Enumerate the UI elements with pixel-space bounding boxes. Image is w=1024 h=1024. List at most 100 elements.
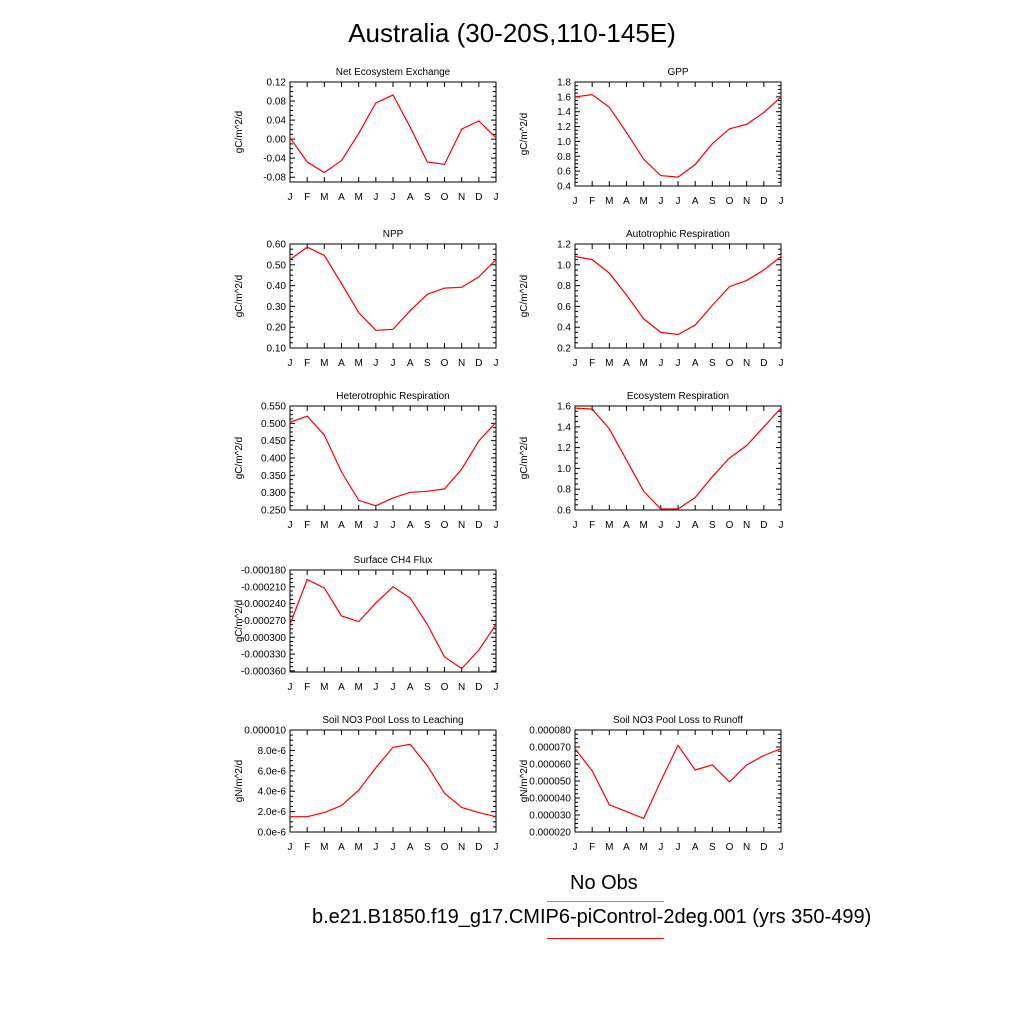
x-tick-label: J: [573, 196, 578, 207]
y-tick-label: 0.0e-6: [258, 828, 287, 839]
x-tick-label: D: [760, 196, 767, 207]
y-tick-label: 0.8: [557, 485, 571, 496]
x-tick-label: M: [354, 682, 362, 693]
panel-title: GPP: [667, 67, 688, 78]
x-tick-label: A: [623, 520, 630, 531]
x-tick-label: J: [779, 358, 784, 369]
x-tick-label: N: [458, 520, 465, 531]
x-tick-label: S: [424, 358, 431, 369]
x-tick-label: M: [320, 682, 328, 693]
x-tick-label: J: [373, 520, 378, 531]
x-tick-label: S: [424, 842, 431, 853]
x-tick-label: O: [441, 358, 449, 369]
y-tick-label: 0.2: [557, 344, 571, 355]
y-tick-label: 2.0e-6: [258, 807, 287, 818]
panel-title: Soil NO3 Pool Loss to Leaching: [322, 715, 463, 726]
y-axis-label: gC/m^2/d: [519, 113, 530, 156]
x-tick-label: M: [605, 196, 613, 207]
x-tick-label: F: [589, 196, 595, 207]
x-tick-label: S: [709, 358, 716, 369]
x-tick-label: O: [441, 520, 449, 531]
series-line: [574, 407, 782, 510]
x-tick-label: J: [573, 520, 578, 531]
x-tick-label: A: [407, 520, 414, 531]
x-tick-label: S: [424, 682, 431, 693]
y-tick-label: 0.400: [261, 454, 286, 465]
x-tick-label: O: [441, 192, 449, 203]
x-tick-label: N: [743, 842, 750, 853]
series-line: [289, 578, 497, 670]
y-tick-label: 0.300: [261, 488, 286, 499]
y-tick-label: -0.000360: [241, 666, 286, 677]
x-tick-label: M: [354, 192, 362, 203]
x-tick-label: D: [475, 192, 482, 203]
y-tick-label: 0.8: [557, 152, 571, 163]
x-tick-label: F: [304, 192, 310, 203]
x-tick-label: N: [743, 358, 750, 369]
panel-title: Autotrophic Respiration: [626, 229, 730, 240]
series-line: [574, 744, 782, 820]
y-axis-label: gN/m^2/d: [234, 760, 245, 803]
x-tick-label: F: [304, 520, 310, 531]
y-tick-label: 1.2: [557, 240, 571, 251]
x-tick-label: J: [658, 842, 663, 853]
y-axis-label: gC/m^2/d: [234, 437, 245, 480]
y-tick-label: -0.08: [263, 173, 286, 184]
x-tick-label: J: [494, 358, 499, 369]
y-tick-label: 1.0: [557, 137, 571, 148]
x-tick-label: J: [573, 358, 578, 369]
x-tick-label: M: [320, 358, 328, 369]
x-tick-label: J: [373, 192, 378, 203]
x-tick-label: D: [475, 842, 482, 853]
x-tick-label: J: [658, 196, 663, 207]
x-tick-label: A: [407, 682, 414, 693]
x-tick-label: O: [441, 682, 449, 693]
y-tick-label: 0.10: [267, 344, 287, 355]
y-tick-label: 4.0e-6: [258, 787, 287, 798]
x-tick-label: J: [658, 358, 663, 369]
plot-frame: [289, 569, 497, 673]
x-tick-label: J: [494, 682, 499, 693]
y-tick-label: 0.50: [267, 260, 287, 271]
x-tick-label: A: [692, 842, 699, 853]
y-axis-label: gC/m^2/d: [234, 600, 245, 643]
y-tick-label: 0.60: [267, 240, 287, 251]
x-tick-label: A: [623, 196, 630, 207]
y-tick-label: 0.00: [267, 135, 287, 146]
x-tick-label: F: [589, 842, 595, 853]
x-tick-label: J: [676, 520, 681, 531]
y-tick-label: 0.000010: [244, 726, 286, 737]
x-tick-label: N: [743, 520, 750, 531]
series-line: [289, 246, 497, 331]
x-tick-label: A: [338, 842, 345, 853]
x-tick-label: O: [726, 196, 734, 207]
x-tick-label: J: [391, 192, 396, 203]
x-tick-label: F: [304, 358, 310, 369]
y-tick-label: 0.550: [261, 402, 286, 413]
plot-frame: [289, 243, 497, 349]
x-tick-label: A: [407, 192, 414, 203]
y-tick-label: -0.000270: [241, 616, 286, 627]
x-tick-label: S: [709, 520, 716, 531]
y-tick-label: 0.6: [557, 167, 571, 178]
y-tick-label: -0.000210: [241, 582, 286, 593]
y-tick-label: 0.4: [557, 323, 571, 334]
y-tick-label: 0.350: [261, 471, 286, 482]
x-tick-label: D: [475, 358, 482, 369]
x-tick-label: A: [692, 358, 699, 369]
x-tick-label: M: [320, 192, 328, 203]
x-tick-label: S: [709, 842, 716, 853]
x-tick-label: N: [458, 682, 465, 693]
x-tick-label: F: [304, 842, 310, 853]
plot-frame: [574, 243, 782, 349]
x-tick-label: A: [623, 358, 630, 369]
x-tick-label: M: [605, 842, 613, 853]
y-axis-label: gN/m^2/d: [519, 760, 530, 803]
x-tick-label: N: [458, 192, 465, 203]
